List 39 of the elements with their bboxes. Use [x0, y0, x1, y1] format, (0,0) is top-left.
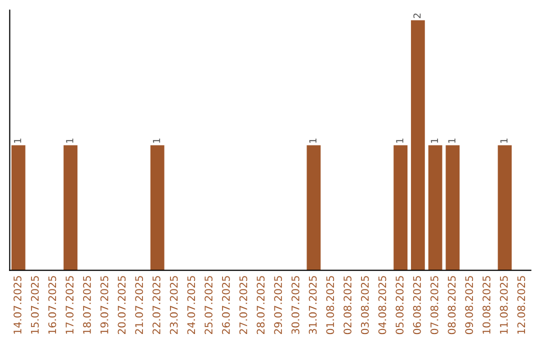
- data-label: 1: [500, 138, 508, 143]
- data-label: 1: [14, 138, 22, 143]
- data-label: 1: [152, 138, 160, 143]
- x-tick-label: 01.08.2025: [326, 276, 334, 334]
- x-tick-label: 04.08.2025: [378, 276, 386, 334]
- data-label: 2: [413, 14, 421, 18]
- x-tick-label: 09.08.2025: [465, 276, 474, 334]
- x-tick-label: 17.07.2025: [66, 276, 74, 334]
- x-tick-label: 15.07.2025: [30, 276, 39, 334]
- x-tick-label: 08.08.2025: [448, 276, 456, 334]
- x-tick-label: 19.07.2025: [100, 276, 108, 334]
- data-label: 1: [448, 138, 456, 143]
- data-label: 1: [430, 138, 438, 143]
- x-tick-label: 12.08.2025: [517, 276, 526, 334]
- x-tick-label: 23.07.2025: [170, 276, 178, 334]
- data-label: 1: [66, 138, 74, 143]
- x-tick-label: 21.07.2025: [135, 276, 144, 334]
- x-tick-label: 16.07.2025: [48, 276, 56, 334]
- x-tick-label: 03.08.2025: [360, 276, 369, 334]
- x-tick-label: 20.07.2025: [118, 276, 126, 334]
- x-tick-label: 25.07.2025: [204, 276, 212, 334]
- x-tick-label: 22.07.2025: [152, 276, 160, 334]
- data-label: 1: [309, 138, 316, 143]
- x-tick-label: 29.07.2025: [274, 276, 282, 334]
- x-tick-label: 30.07.2025: [291, 276, 300, 334]
- x-tick-label: 26.07.2025: [222, 276, 230, 334]
- x-tick-label: 02.08.2025: [344, 276, 352, 334]
- x-tick-label: 11.08.2025: [500, 276, 508, 334]
- x-tick-label: 31.07.2025: [308, 276, 317, 334]
- data-label: 1: [396, 138, 404, 143]
- x-tick-label: 24.07.2025: [187, 276, 196, 334]
- x-tick-label: 06.08.2025: [413, 276, 421, 334]
- x-tick-label: 10.08.2025: [482, 276, 490, 334]
- x-tick-label: 28.07.2025: [256, 276, 265, 334]
- x-tick-label: 27.07.2025: [239, 276, 248, 334]
- x-tick-label: 07.08.2025: [430, 276, 438, 334]
- x-tick-label: 14.07.2025: [14, 276, 22, 334]
- x-tick-label: 05.08.2025: [396, 276, 404, 334]
- x-tick-label: 18.07.2025: [83, 276, 91, 334]
